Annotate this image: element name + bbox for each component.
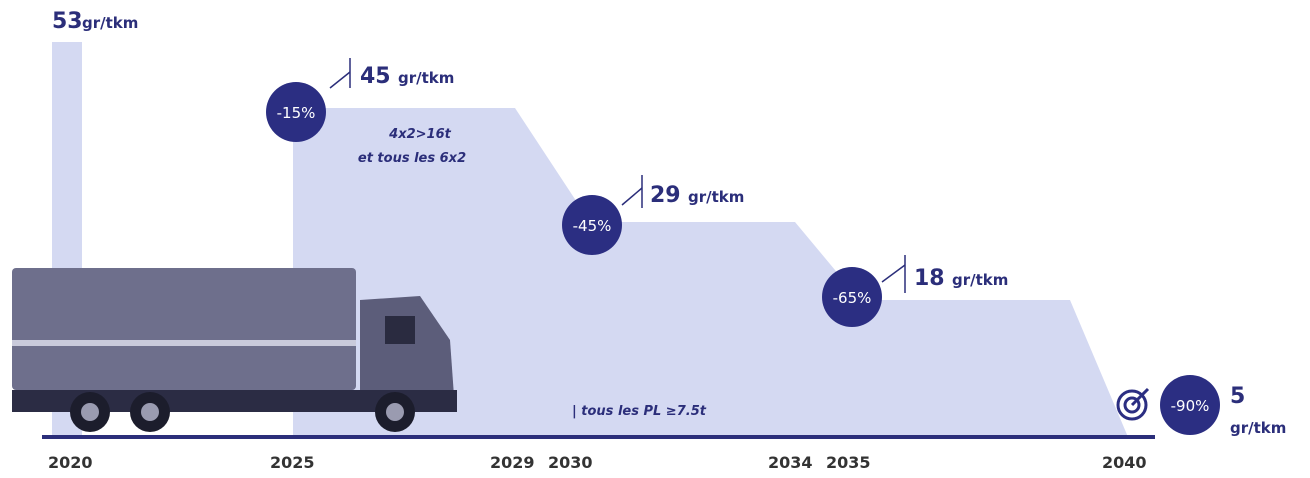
unit: gr/tkm	[82, 14, 138, 32]
note: | tous les PL ≥7.5t	[572, 404, 707, 419]
value: 5	[1230, 384, 1245, 409]
year: 2034	[768, 453, 813, 472]
value: 29	[650, 183, 681, 208]
reduction: -15%	[277, 104, 316, 122]
year: 2025	[270, 453, 315, 472]
value: 18	[914, 266, 945, 291]
reduction: -65%	[833, 289, 872, 307]
page: {"milestones": [ {"value": "53", "unit":…	[0, 0, 1310, 478]
unit: gr/tkm	[1230, 419, 1286, 437]
value: 45	[360, 64, 391, 89]
reduction: -45%	[573, 217, 612, 235]
note: et tous les 6x2	[358, 151, 466, 166]
year: 2035	[826, 453, 871, 472]
unit: gr/tkm	[398, 69, 454, 87]
infographic: 53 gr/tkm -15% 45 gr/tkm -45% 29 gr/tkm …	[0, 0, 1310, 474]
year: 2030	[548, 453, 593, 472]
year: 2040	[1102, 453, 1147, 472]
reduction: -90%	[1171, 397, 1210, 415]
year: 2020	[48, 453, 93, 472]
note: 4x2>16t	[388, 127, 451, 142]
year: 2029	[490, 453, 535, 472]
unit: gr/tkm	[688, 188, 744, 206]
unit: gr/tkm	[952, 271, 1008, 289]
body: 53 gr/tkm -15% 45 gr/tkm -45% 29 gr/tkm …	[0, 0, 1310, 478]
target-icon	[1118, 389, 1148, 419]
value: 53	[52, 9, 83, 34]
